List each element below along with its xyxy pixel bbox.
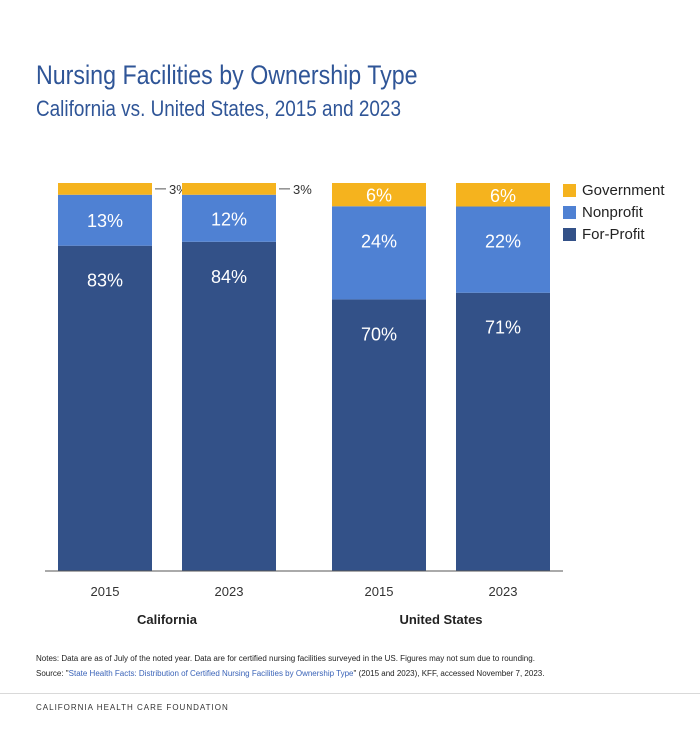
source-suffix: " (2015 and 2023), KFF, accessed Novembe… — [353, 669, 545, 678]
source-text: Source: "State Health Facts: Distributio… — [36, 666, 544, 681]
bar-segment-nonprofit — [332, 206, 426, 300]
bar-segment-nonprofit — [456, 206, 550, 293]
data-label-government: 6% — [490, 186, 516, 206]
x-tick-label: 2023 — [215, 584, 244, 599]
bar-segment-forprofit — [182, 241, 276, 571]
legend-label-forprofit: For-Profit — [582, 225, 645, 243]
bar-segment-forprofit — [332, 299, 426, 571]
x-tick-label: 2015 — [91, 584, 120, 599]
bar-segment-forprofit — [456, 292, 550, 571]
notes-text: Notes: Data are as of July of the noted … — [36, 654, 535, 663]
data-label-nonprofit: 24% — [361, 231, 397, 251]
legend-item-forprofit: For-Profit — [563, 223, 665, 245]
data-label-nonprofit: 22% — [485, 232, 521, 252]
bar-segment-nonprofit — [58, 194, 152, 246]
x-tick-label: 2023 — [489, 584, 518, 599]
legend-swatch-forprofit — [563, 227, 576, 241]
bar-segment-forprofit — [58, 245, 152, 571]
legend-item-government: Government — [563, 179, 665, 201]
x-tick-label: 2015 — [365, 584, 394, 599]
legend-swatch-government — [563, 183, 576, 197]
source-prefix: Source: " — [36, 669, 69, 678]
chart-title: Nursing Facilities by Ownership Type — [36, 60, 418, 90]
chart-legend: Government Nonprofit For-Profit — [563, 179, 665, 245]
bar-segment-government — [456, 183, 550, 207]
legend-label-nonprofit: Nonprofit — [582, 203, 643, 221]
chart-subtitle: California vs. United States, 2015 and 2… — [36, 96, 401, 121]
data-label-forprofit: 83% — [87, 271, 123, 291]
data-label-nonprofit: 13% — [87, 211, 123, 231]
bar-segment-government — [182, 183, 276, 195]
bar-segment-government — [58, 183, 152, 195]
data-label-forprofit: 71% — [485, 318, 521, 338]
footer-divider — [0, 693, 700, 694]
bar-segment-government — [332, 183, 426, 207]
data-label-forprofit: 70% — [361, 324, 397, 344]
data-label-government: 6% — [366, 186, 392, 206]
legend-item-nonprofit: Nonprofit — [563, 201, 665, 223]
notes: Notes: Data are as of July of the noted … — [36, 651, 544, 681]
data-label-government: 3% — [293, 182, 312, 197]
data-label-nonprofit: 12% — [211, 209, 247, 229]
stacked-bar-chart: 83%13%3%201584%12%3%202370%24%6%201571%2… — [45, 182, 563, 627]
legend-label-government: Government — [582, 181, 665, 199]
group-label: United States — [399, 612, 482, 627]
data-label-forprofit: 84% — [211, 267, 247, 287]
source-link[interactable]: State Health Facts: Distribution of Cert… — [68, 669, 354, 678]
bar-segment-nonprofit — [182, 194, 276, 242]
legend-swatch-nonprofit — [563, 205, 576, 219]
group-label: California — [137, 612, 198, 627]
footer-org-name: CALIFORNIA HEALTH CARE FOUNDATION — [36, 703, 229, 712]
